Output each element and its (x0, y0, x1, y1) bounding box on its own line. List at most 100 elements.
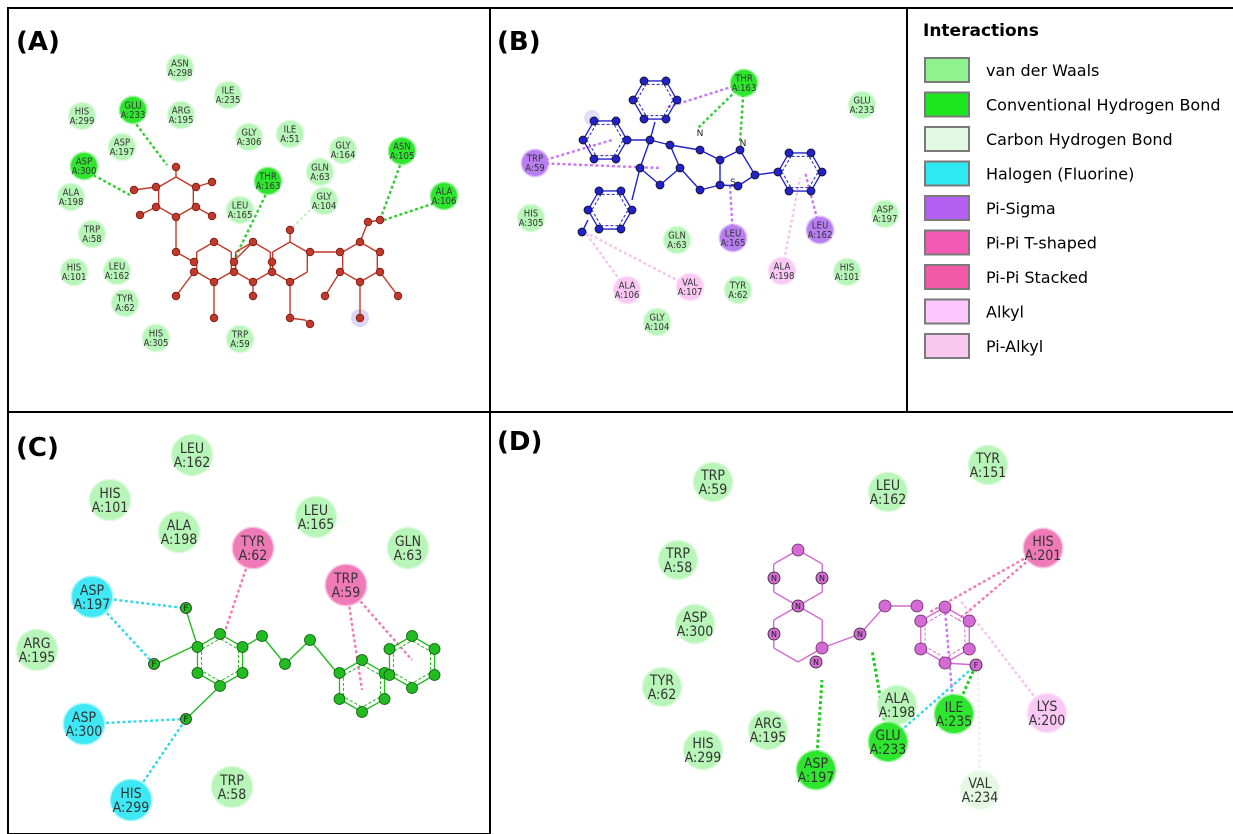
atom (661, 76, 671, 86)
residue-disc (644, 309, 670, 335)
aromatic-bond (808, 172, 819, 188)
residue-disc (1024, 529, 1062, 567)
residue-disc (731, 70, 757, 96)
aromatic-bond (586, 140, 597, 156)
residue-name: TRP (219, 773, 244, 789)
residue-number: A:62 (648, 687, 677, 703)
interaction-line (728, 183, 735, 239)
atom (611, 154, 621, 164)
legend-label-vdw: van der Waals (986, 61, 1099, 80)
residue-number: A:197 (110, 147, 135, 158)
residue-name: LEU (180, 441, 204, 457)
atom (191, 202, 201, 212)
residue-number: A:200 (1029, 713, 1066, 729)
legend: Interactions van der Waals Conventional H… (923, 21, 1221, 359)
residue-disc (307, 159, 333, 185)
bond (261, 635, 286, 665)
residue-name: VAL (682, 278, 698, 289)
residue-disc (684, 731, 722, 769)
residue-disc (769, 258, 795, 284)
residue-disc (120, 97, 146, 123)
aromatic-bond (663, 100, 674, 116)
residue-disc (389, 138, 415, 164)
residue-name: VAL (968, 776, 991, 792)
atom (304, 634, 316, 646)
residue-name: ARG (172, 106, 190, 117)
legend-label-pipit: Pi-Pi T-shaped (986, 234, 1097, 253)
atom (333, 667, 346, 679)
atom (962, 614, 976, 628)
residue-name: ALA (63, 188, 80, 199)
atom (305, 247, 315, 257)
residue-name: HIS (99, 486, 120, 502)
ligand-atoms: N N S F F F N N N N N N F (129, 76, 983, 725)
residue-disc (90, 480, 130, 520)
interaction-line (952, 664, 978, 715)
atom (189, 257, 199, 267)
atom (363, 217, 373, 227)
bond (309, 639, 339, 675)
atom (248, 277, 258, 287)
atom (627, 205, 637, 215)
atom (817, 167, 827, 177)
legend-label-hbond: Conventional Hydrogen Bond (986, 96, 1221, 115)
atom (962, 642, 976, 656)
interaction-line (976, 667, 982, 791)
residue-number: A:165 (298, 517, 335, 533)
residue-name: GLY (335, 141, 351, 152)
atom (355, 313, 365, 323)
residue-number: A:197 (74, 597, 111, 613)
aromatic-bond (412, 640, 431, 652)
residue-number: A:162 (870, 492, 907, 508)
atom (248, 237, 258, 247)
legend-label-chbond: Carbon Hydrogen Bond (986, 130, 1173, 149)
legend-swatch-hbond (924, 91, 970, 118)
atom (180, 713, 192, 725)
atom (809, 655, 823, 669)
residue-name: LEU (725, 229, 741, 240)
atom (639, 76, 649, 86)
aromatic-bond (781, 156, 792, 172)
residue-disc (236, 124, 262, 150)
atom (767, 627, 781, 641)
atom (735, 145, 745, 155)
residue-disc (64, 704, 104, 744)
residue-number: A:162 (105, 271, 130, 282)
atom-label: F (974, 661, 979, 670)
atom (577, 227, 587, 237)
legend-label-pipistack: Pi-Pi Stacked (986, 268, 1088, 287)
residue-disc (172, 435, 212, 475)
residue-name: ALA (619, 281, 636, 292)
legend-swatch-pialkyl (924, 333, 970, 359)
atom (305, 319, 315, 329)
aromatic-bond (613, 124, 624, 140)
atom-label: N (795, 602, 801, 611)
aromatic-bond (201, 670, 220, 682)
residue-name: GLY (241, 128, 257, 139)
residue-name: HIS (840, 263, 854, 274)
residue-disc (388, 528, 428, 568)
panel-frames (7, 7, 1233, 834)
atom (209, 237, 219, 247)
atom (594, 224, 604, 234)
residue-disc (935, 695, 973, 733)
residue-number: A:62 (239, 548, 268, 564)
residue-disc (109, 134, 135, 160)
atom (428, 669, 441, 681)
